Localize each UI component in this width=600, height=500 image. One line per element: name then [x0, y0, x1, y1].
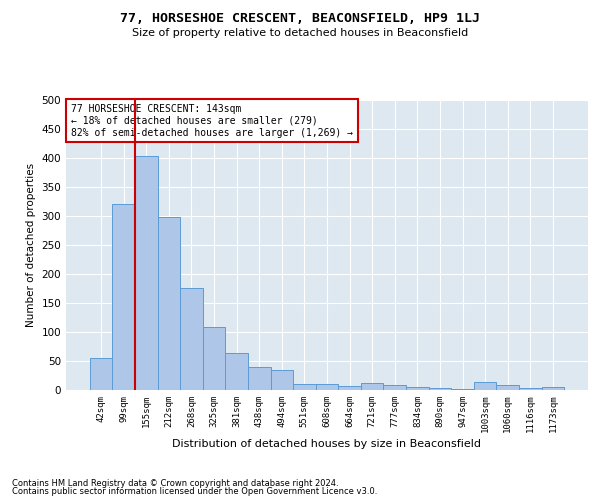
Bar	[361, 383, 383, 390]
Bar	[112, 204, 135, 390]
Bar	[406, 387, 428, 390]
Bar	[428, 388, 451, 390]
Bar	[135, 156, 158, 390]
Bar	[203, 328, 226, 390]
Bar	[338, 386, 361, 390]
Text: Size of property relative to detached houses in Beaconsfield: Size of property relative to detached ho…	[132, 28, 468, 38]
Text: 77, HORSESHOE CRESCENT, BEACONSFIELD, HP9 1LJ: 77, HORSESHOE CRESCENT, BEACONSFIELD, HP…	[120, 12, 480, 26]
Bar	[293, 384, 316, 390]
Bar	[383, 386, 406, 390]
Bar	[316, 384, 338, 390]
Bar	[158, 217, 180, 390]
Bar	[248, 367, 271, 390]
Bar	[226, 354, 248, 390]
Bar	[474, 382, 496, 390]
Bar	[496, 386, 519, 390]
Text: 77 HORSESHOE CRESCENT: 143sqm
← 18% of detached houses are smaller (279)
82% of : 77 HORSESHOE CRESCENT: 143sqm ← 18% of d…	[71, 104, 353, 138]
Bar	[271, 370, 293, 390]
Bar	[180, 288, 203, 390]
Bar	[542, 386, 564, 390]
X-axis label: Distribution of detached houses by size in Beaconsfield: Distribution of detached houses by size …	[173, 440, 482, 450]
Text: Contains public sector information licensed under the Open Government Licence v3: Contains public sector information licen…	[12, 487, 377, 496]
Bar	[451, 389, 474, 390]
Bar	[519, 388, 542, 390]
Text: Contains HM Land Registry data © Crown copyright and database right 2024.: Contains HM Land Registry data © Crown c…	[12, 478, 338, 488]
Y-axis label: Number of detached properties: Number of detached properties	[26, 163, 36, 327]
Bar	[90, 358, 112, 390]
